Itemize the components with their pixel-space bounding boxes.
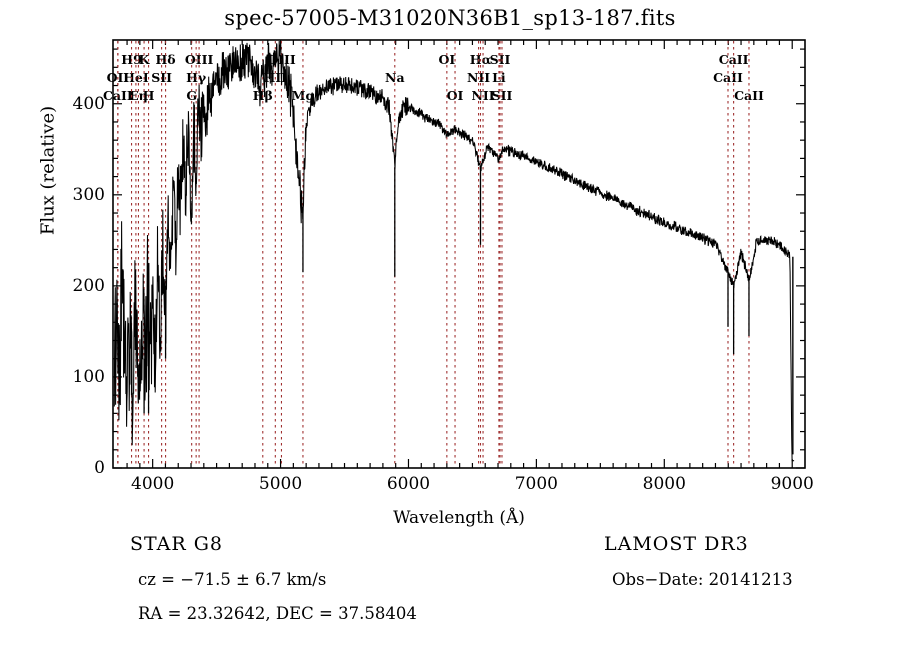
redshift-velocity: cz = −71.5 ± 6.7 km/s xyxy=(138,570,327,589)
object-class: STAR G8 xyxy=(130,533,223,555)
y-tick-label: 100 xyxy=(72,366,105,387)
x-tick-label: 8000 xyxy=(642,474,686,494)
x-tick-label: 4000 xyxy=(131,474,175,494)
x-tick-label: 9000 xyxy=(770,474,814,494)
x-tick-label: 6000 xyxy=(386,474,431,494)
y-tick-label: 400 xyxy=(72,93,105,114)
x-axis-label: Wavelength (Å) xyxy=(393,508,525,528)
y-tick-label: 0 xyxy=(94,458,105,478)
page-title: spec-57005-M31020N36B1_sp13-187.fits xyxy=(224,6,676,30)
y-tick-label: 300 xyxy=(72,184,105,205)
observation-date: Obs−Date: 20141213 xyxy=(612,570,793,589)
y-tick-label: 200 xyxy=(72,275,105,296)
survey-name: LAMOST DR3 xyxy=(604,533,749,555)
x-tick-label: 7000 xyxy=(514,474,558,494)
coordinates: RA = 23.32642, DEC = 37.58404 xyxy=(138,604,417,623)
x-tick-label: 5000 xyxy=(258,474,303,494)
